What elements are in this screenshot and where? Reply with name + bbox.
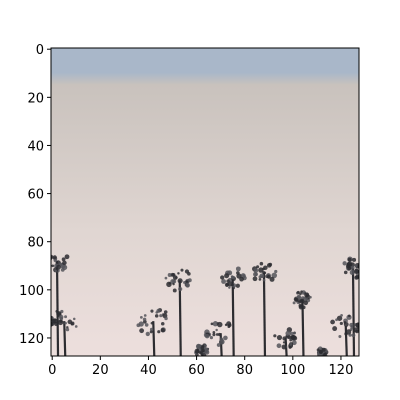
palm-tree <box>164 268 192 356</box>
image-area <box>51 48 359 356</box>
palm-tree <box>330 314 359 356</box>
palm-tree <box>51 309 78 356</box>
x-tick-label: 100 <box>280 363 305 378</box>
palm-tree <box>136 308 168 356</box>
palm-tree <box>51 254 70 356</box>
y-tick-label: 80 <box>27 236 44 251</box>
palm-tree-silhouettes <box>51 254 359 356</box>
palm-tree <box>220 266 247 356</box>
x-tick-label: 0 <box>48 363 56 378</box>
x-tick-label: 60 <box>188 363 205 378</box>
y-tick-label: 120 <box>19 332 44 347</box>
x-tick-label: 120 <box>329 363 354 378</box>
plot-frame <box>50 47 360 357</box>
x-tick-label: 40 <box>140 363 157 378</box>
y-axis: 0 20 40 60 80 100 120 <box>19 43 51 347</box>
palm-tree <box>292 290 312 356</box>
x-tick-label: 20 <box>92 363 109 378</box>
palm-tree <box>252 261 278 356</box>
y-tick-label: 40 <box>27 139 44 154</box>
palm-tree <box>203 321 232 356</box>
x-axis: 0 20 40 60 80 100 120 <box>48 356 353 378</box>
palm-tree <box>273 327 298 356</box>
y-tick-label: 0 <box>36 43 44 58</box>
x-tick-label: 80 <box>236 363 253 378</box>
palm-tree <box>194 343 210 356</box>
y-tick-label: 20 <box>27 91 44 106</box>
sky-background <box>51 48 359 356</box>
palm-tree <box>316 346 329 356</box>
y-tick-label: 100 <box>19 284 44 299</box>
palm-tree <box>342 256 359 356</box>
y-tick-label: 60 <box>27 188 44 203</box>
